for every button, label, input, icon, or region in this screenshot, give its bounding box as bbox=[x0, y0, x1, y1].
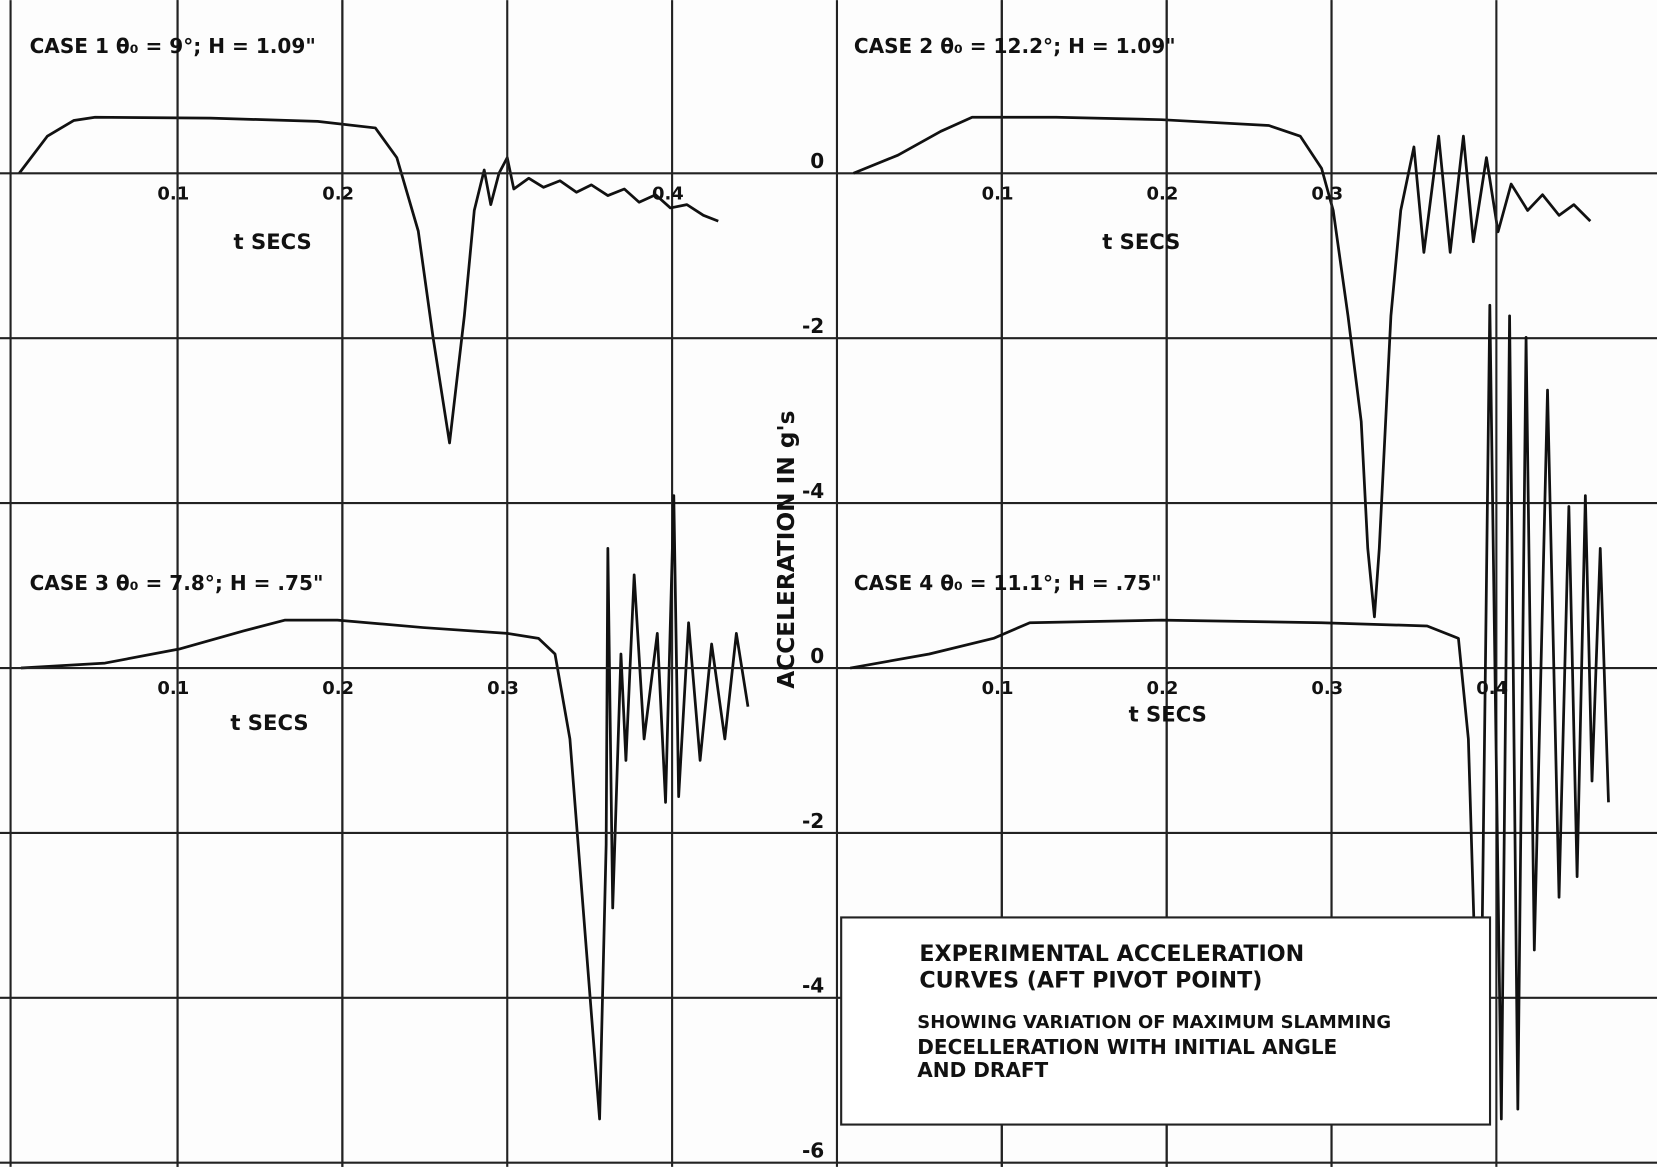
x-tick-label: 0.1 bbox=[157, 678, 189, 699]
x-tick-label: 0.2 bbox=[322, 678, 354, 699]
x-tick-label: 0.4 bbox=[652, 183, 684, 204]
caption-title: EXPERIMENTAL ACCELERATION bbox=[919, 941, 1304, 967]
x-axis-label: t SECS bbox=[1129, 702, 1207, 727]
y-tick-label: -4 bbox=[802, 479, 824, 503]
chart-title: CASE 2 θ₀ = 12.2°; H = 1.09" bbox=[854, 34, 1176, 58]
x-tick-label: 0.2 bbox=[1147, 183, 1179, 204]
x-axis-label: t SECS bbox=[1102, 229, 1180, 254]
x-axis-label: t SECS bbox=[230, 710, 308, 735]
y-axis-label: ACCELERATION IN g's bbox=[773, 411, 800, 689]
x-tick-label: 0.3 bbox=[1311, 678, 1343, 699]
x-tick-label: 0.2 bbox=[1147, 678, 1179, 699]
chart-title: CASE 3 θ₀ = 7.8°; H = .75" bbox=[30, 571, 324, 595]
chart: EXPERIMENTAL ACCELERATION CURVES (AFT PI… bbox=[0, 0, 1657, 1167]
y-tick-label: -2 bbox=[802, 809, 824, 833]
caption-text: DECELLERATION WITH INITIAL ANGLE bbox=[917, 1035, 1337, 1059]
y-tick-label: -2 bbox=[802, 314, 824, 338]
y-tick-label: 0 bbox=[810, 644, 824, 668]
chart-title: CASE 4 θ₀ = 11.1°; H = .75" bbox=[854, 571, 1162, 595]
caption-title: CURVES (AFT PIVOT POINT) bbox=[919, 967, 1262, 993]
caption-box: EXPERIMENTAL ACCELERATION CURVES (AFT PI… bbox=[841, 917, 1490, 1124]
chart-title: CASE 1 θ₀ = 9°; H = 1.09" bbox=[30, 34, 316, 58]
x-tick-label: 0.1 bbox=[982, 183, 1014, 204]
y-tick-label: 0 bbox=[810, 149, 824, 173]
caption-text: AND DRAFT bbox=[917, 1058, 1048, 1082]
x-tick-label: 0.2 bbox=[322, 183, 354, 204]
y-tick-label: -4 bbox=[802, 974, 824, 998]
x-tick-label: 0.3 bbox=[1311, 183, 1343, 204]
y-tick-label: -6 bbox=[802, 1139, 824, 1163]
x-axis-label: t SECS bbox=[234, 229, 312, 254]
x-tick-label: 0.1 bbox=[982, 678, 1014, 699]
x-tick-label: 0.3 bbox=[487, 678, 519, 699]
x-tick-label: 0.1 bbox=[157, 183, 189, 204]
caption-text: SHOWING VARIATION OF MAXIMUM SLAMMING bbox=[917, 1012, 1391, 1033]
x-tick-label: 0.4 bbox=[1476, 678, 1508, 699]
